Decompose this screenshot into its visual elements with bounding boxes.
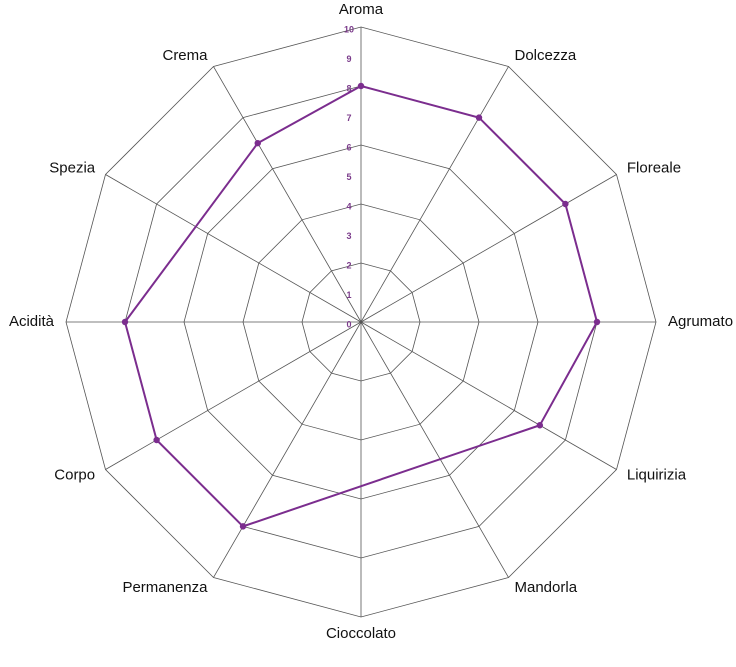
r-tick-label: 1	[346, 290, 351, 300]
data-point	[357, 82, 365, 90]
data-point	[562, 200, 569, 208]
axis-label: Permanenza	[122, 579, 208, 596]
r-tick-label: 3	[346, 231, 351, 241]
r-tick-label: 10	[344, 24, 354, 34]
axis-label: Floreale	[627, 159, 681, 176]
r-tick-label: 2	[346, 260, 351, 270]
r-tick-label: 6	[346, 142, 351, 152]
data-point	[593, 318, 601, 326]
spoke	[360, 174, 617, 323]
data-point	[254, 139, 261, 147]
r-tick-label: 0	[346, 319, 351, 329]
gap-span-line	[242, 424, 541, 528]
r-tick-label: 9	[346, 54, 351, 64]
axis-label: Liquirizia	[627, 466, 687, 483]
r-tick-label: 5	[346, 172, 351, 182]
axis-label: Mandorla	[515, 579, 578, 596]
r-tick-label: 7	[346, 113, 351, 123]
r-tick-label: 8	[346, 83, 351, 93]
data-point	[475, 114, 483, 121]
gap-span-line	[124, 142, 259, 323]
spoke	[213, 321, 362, 578]
spoke	[360, 66, 509, 323]
axis-label: Dolcezza	[515, 47, 577, 64]
axis-label: Aroma	[339, 1, 384, 18]
spoke	[360, 321, 617, 470]
data-point	[153, 436, 160, 444]
axis-label: Agrumato	[668, 313, 733, 330]
axis-label: Crema	[162, 47, 208, 64]
axis-label: Acidità	[9, 313, 55, 330]
axis-label: Spezia	[49, 159, 96, 176]
spoke	[105, 321, 362, 470]
data-point	[121, 318, 129, 326]
r-tick-label: 4	[346, 201, 351, 211]
data-point	[239, 523, 247, 530]
data-point	[536, 422, 544, 429]
spoke	[213, 66, 362, 323]
spoke	[360, 321, 509, 578]
axis-label: Cioccolato	[326, 625, 396, 642]
closing-line	[257, 85, 362, 145]
spoke	[105, 174, 362, 323]
axis-label: Corpo	[54, 466, 95, 483]
